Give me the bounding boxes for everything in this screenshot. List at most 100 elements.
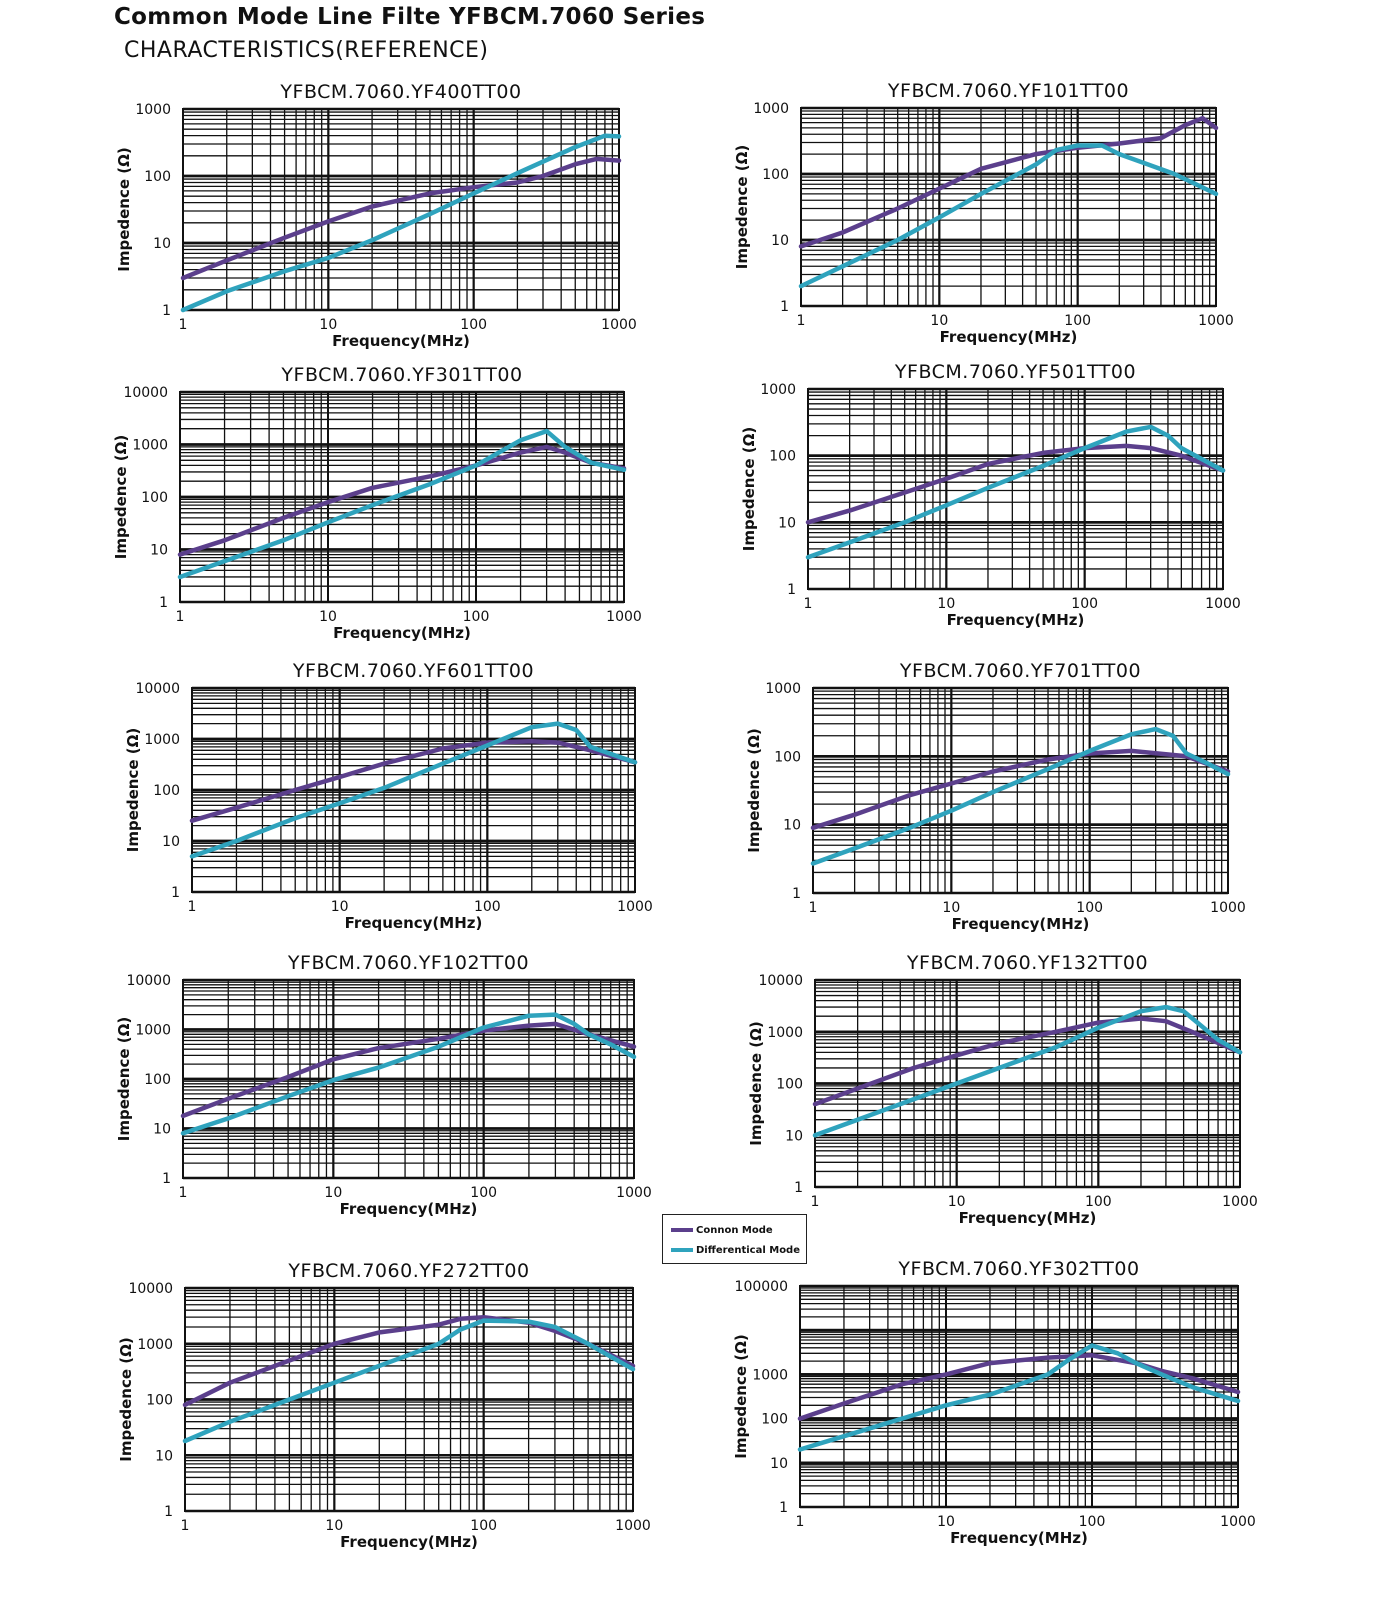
x-tick-label: 100 [1071,596,1098,612]
y-tick-label: 1 [792,886,801,902]
plot-frame [812,687,1229,894]
y-tick-label: 100 [761,1412,788,1428]
plot-frame [179,391,625,603]
x-tick-label: 10 [331,899,349,915]
y-tick-label: 10 [155,1448,173,1464]
x-tick-label: 1000 [1210,900,1246,916]
legend-swatch-differential [671,1248,693,1252]
y-tick-label: 10000 [135,681,180,697]
series-common-mode [189,739,638,823]
grid [179,390,625,604]
legend-item-common: Connon Mode [671,1223,773,1237]
y-tick-label: 100 [762,167,789,183]
grid [182,978,635,1180]
chart-title: YFBCM.7060.YF102TT00 [287,952,529,974]
chart-title: YFBCM.7060.YF301TT00 [280,364,522,386]
y-tick-label: 1 [787,582,796,598]
y-tick-label: 1 [779,1500,788,1516]
x-tick-label: 10 [325,1518,343,1534]
y-tick-label: 100 [774,749,801,765]
chart-7: YFBCM.7060.YF102TT00 1 10 100 1000 1 10 100 1000… [115,952,652,1218]
x-axis-label: Frequency(MHz) [959,1209,1097,1227]
chart-2: YFBCM.7060.YF101TT00 1 10 100 1000 1 10 100 1000… [733,80,1234,346]
x-axis-label: Frequency(MHz) [340,1200,478,1218]
x-tick-label: 1000 [615,1518,651,1534]
x-tick-label: 100 [1064,313,1091,329]
x-tick-label: 1 [796,1514,805,1530]
plot-frame [814,979,1241,1188]
y-tick-label: 1000 [767,1025,803,1041]
grid [182,107,620,312]
chart-title: YFBCM.7060.YF400TT00 [279,81,521,103]
x-axis-label: Frequency(MHz) [952,915,1090,933]
x-tick-label: 1000 [606,609,642,625]
y-tick-label: 10000 [126,973,171,989]
x-tick-label: 100 [1079,1514,1106,1530]
plot-frame [191,687,636,893]
chart-5: YFBCM.7060.YF601TT00 1 10 100 1000 1 10 100 1000… [124,660,653,932]
grid [812,686,1229,895]
x-tick-label: 1000 [617,899,653,915]
y-tick-label: 1000 [760,382,796,398]
y-tick-label: 1000 [752,1367,788,1383]
x-tick-label: 10 [319,317,337,333]
plot-frame [182,108,620,311]
series-differential-mode [812,1004,1243,1138]
series-differential-mode [180,1012,637,1136]
y-tick-label: 1 [162,303,171,319]
y-tick-label: 1000 [135,102,171,118]
grid [184,1286,634,1513]
series-differential-mode [805,424,1226,560]
series-differential-mode [797,1343,1241,1452]
series-differential-mode [189,721,638,859]
chart-title: YFBCM.7060.YF101TT00 [887,80,1129,102]
y-tick-label: 10000 [758,973,803,989]
x-axis-label: Frequency(MHz) [340,1533,478,1551]
y-axis-label: Impedence (Ω) [112,435,130,559]
y-axis-label: Impedence (Ω) [115,1017,133,1141]
x-axis-label: Frequency(MHz) [345,914,483,932]
y-tick-label: 1000 [144,732,180,748]
x-axis-label: Frequency(MHz) [940,328,1078,346]
x-axis-label: Frequency(MHz) [333,624,471,642]
series-common-mode [180,1021,637,1119]
x-tick-label: 100 [474,899,501,915]
y-tick-label: 100 [769,449,796,465]
x-tick-label: 1 [809,900,818,916]
series-common-mode [805,443,1226,525]
series-differential-mode [182,1318,636,1444]
x-tick-label: 1 [179,317,188,333]
y-tick-label: 100 [776,1077,803,1093]
x-tick-label: 1000 [1205,596,1241,612]
x-tick-label: 100 [463,609,490,625]
chart-title: YFBCM.7060.YF701TT00 [899,660,1141,682]
legend: Connon Mode Differentical Mode [662,1214,807,1264]
series-common-mode [182,1314,636,1408]
y-tick-label: 10 [150,543,168,559]
chart-3: YFBCM.7060.YF301TT00 1 10 100 1000 1 10 100 1000… [112,364,642,642]
y-tick-label: 1 [780,299,789,315]
x-tick-label: 10 [930,313,948,329]
x-tick-label: 100 [460,317,487,333]
plot-frame [184,1287,634,1512]
series-differential-mode [798,143,1219,289]
x-tick-label: 1 [179,1185,188,1201]
chart-1: YFBCM.7060.YF400TT00 1 10 100 1000 1 10 100 1000… [115,81,637,350]
x-tick-label: 1 [797,313,806,329]
x-tick-label: 100 [470,1518,497,1534]
y-axis-label: Impedence (Ω) [733,145,751,269]
y-tick-label: 1000 [132,438,168,454]
y-tick-label: 10 [153,236,171,252]
y-tick-label: 1000 [753,101,789,117]
series-common-mode [797,1353,1241,1421]
x-tick-label: 1 [811,1194,820,1210]
page-subtitle: CHARACTERISTICS(REFERENCE) [124,38,489,63]
series-differential-mode [180,133,622,313]
y-tick-label: 10000 [128,1281,173,1297]
x-tick-label: 10 [948,1194,966,1210]
plot-frame [799,1285,1239,1508]
x-tick-label: 100 [1085,1194,1112,1210]
x-tick-label: 1000 [1222,1194,1258,1210]
y-tick-label: 10 [771,233,789,249]
y-tick-label: 10 [162,834,180,850]
